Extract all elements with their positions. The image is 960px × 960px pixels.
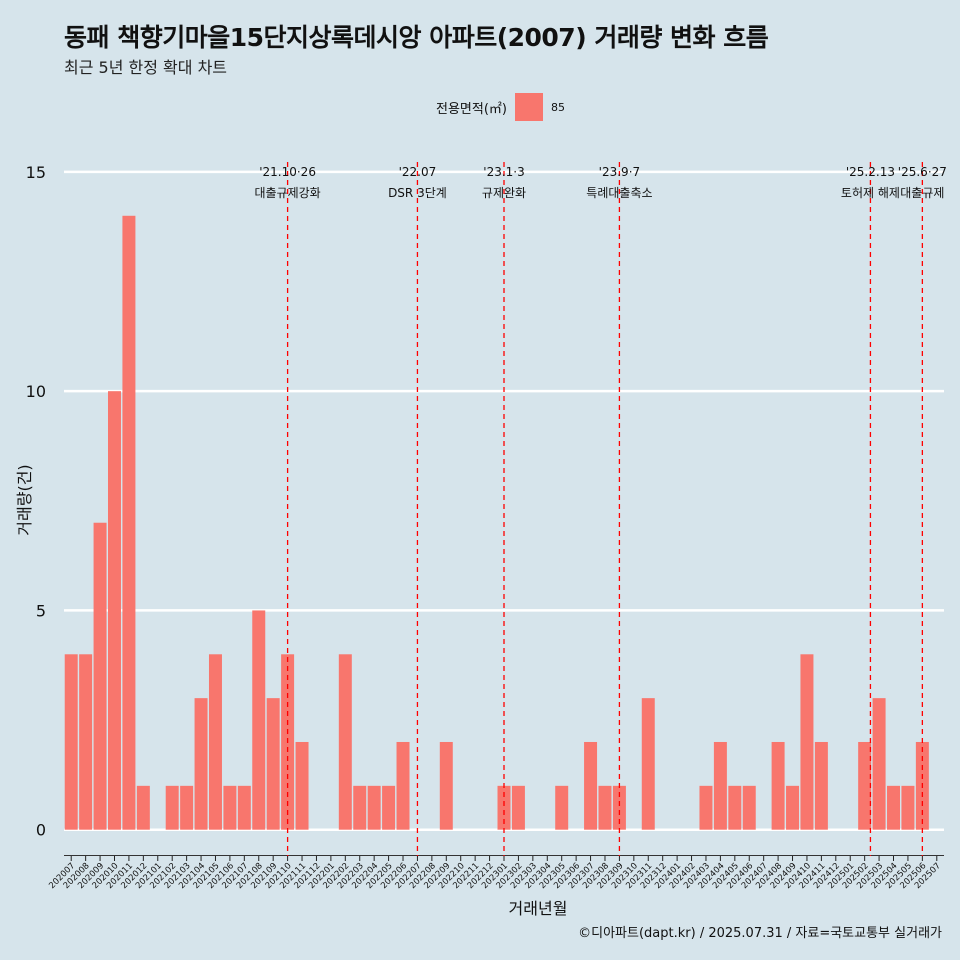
legend-entry-85: 85 xyxy=(550,100,565,114)
bar xyxy=(887,785,900,830)
bar xyxy=(237,785,251,830)
bar xyxy=(641,698,655,830)
bar xyxy=(612,785,626,830)
bar xyxy=(338,654,352,830)
bar xyxy=(901,785,915,830)
bar xyxy=(858,741,872,830)
event-name-label: 대출규제강화 xyxy=(254,186,320,200)
event-date-label: '23.1·3 xyxy=(483,165,524,179)
bar xyxy=(122,215,136,830)
event-date-label: '23.9·7 xyxy=(599,165,640,179)
bar xyxy=(108,391,121,830)
bar xyxy=(136,785,150,830)
legend-title: 전용면적(㎡) xyxy=(436,101,507,117)
bar xyxy=(180,785,194,830)
bar xyxy=(208,654,222,830)
source-caption: ©디아파트(dapt.kr) / 2025.07.31 / 자료=국토교통부 실… xyxy=(578,926,942,941)
y-tick-label: 0 xyxy=(36,821,46,840)
chart-title: 동패 책향기마을15단지상록데시앙 아파트(2007) 거래량 변화 흐름 xyxy=(64,23,769,52)
bar xyxy=(872,698,886,830)
event-date-label: '25.6·27 xyxy=(898,165,947,179)
bar xyxy=(497,785,511,830)
bar xyxy=(223,785,237,830)
chart-subtitle: 최근 5년 한정 확대 차트 xyxy=(64,58,228,77)
bar xyxy=(194,698,208,830)
legend: 전용면적(㎡) 85 xyxy=(436,93,565,121)
bar xyxy=(742,785,756,830)
bar xyxy=(598,785,612,830)
bar xyxy=(728,785,742,830)
event-date-label: '22.07 xyxy=(399,165,437,179)
bar xyxy=(266,698,280,830)
event-name-label: DSR 3단계 xyxy=(388,186,447,200)
y-tick-label: 5 xyxy=(36,601,46,620)
bar xyxy=(555,785,569,830)
bar xyxy=(93,522,107,830)
bar xyxy=(786,785,800,830)
bar xyxy=(367,785,381,830)
bar xyxy=(382,785,396,830)
bar xyxy=(252,610,266,830)
y-tick-label: 10 xyxy=(26,382,46,401)
y-axis-title: 거래량(건) xyxy=(15,464,34,535)
event-name-label: 규제완화 xyxy=(482,186,526,200)
legend-swatch xyxy=(514,93,543,121)
bar xyxy=(814,741,828,830)
bar xyxy=(584,741,598,830)
event-name-label: 특례대출축소 xyxy=(586,186,652,200)
bar xyxy=(699,785,713,830)
x-axis-title: 거래년월 xyxy=(509,899,568,918)
bar xyxy=(396,741,410,830)
bar xyxy=(165,785,179,830)
bar xyxy=(511,785,525,830)
y-tick-label: 15 xyxy=(26,163,46,182)
bar xyxy=(439,741,453,830)
event-name-label: 대출규제 xyxy=(900,186,944,200)
bar xyxy=(713,741,727,830)
event-date-label: '25.2.13 xyxy=(846,165,895,179)
bar xyxy=(64,654,78,830)
bar xyxy=(353,785,367,830)
event-date-label: '21.10·26 xyxy=(259,165,316,179)
bar xyxy=(79,654,93,830)
bar xyxy=(295,741,309,830)
event-name-label: 토허제 해제 xyxy=(841,186,900,200)
bar xyxy=(771,741,785,830)
bar xyxy=(800,654,814,830)
